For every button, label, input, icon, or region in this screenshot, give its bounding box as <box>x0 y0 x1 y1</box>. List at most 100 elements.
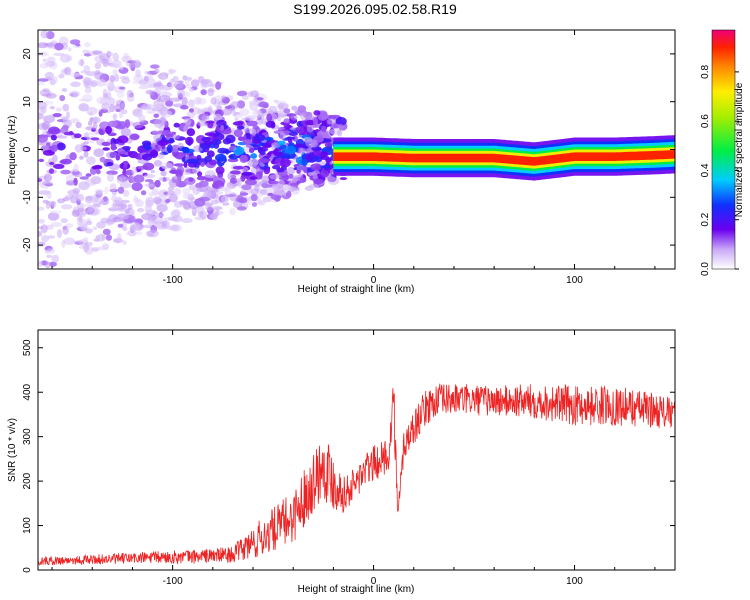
colorbar-ticks: 0.0 0.2 0.4 0.6 0.8 <box>700 64 739 276</box>
spectrogram-blob <box>187 193 195 202</box>
spectrogram-blob <box>45 92 57 99</box>
spectrogram-blob <box>57 198 66 204</box>
spectrogram-blob <box>38 101 48 110</box>
spectrogram-blob <box>140 190 147 196</box>
spectrogram-blob <box>150 169 156 174</box>
spectrogram-blob <box>313 110 321 116</box>
spectrogram-blob <box>185 136 194 146</box>
spectrogram-blob <box>71 209 80 217</box>
spectrogram-blob <box>53 76 58 84</box>
spectrogram-blob <box>298 172 304 179</box>
spectrogram-blob <box>119 65 124 70</box>
spectrogram-blob <box>196 187 208 192</box>
spectrogram-blob <box>91 165 103 170</box>
spectrogram-blob <box>82 49 90 54</box>
spectrogram-blob <box>40 141 53 148</box>
spectrogram-blob <box>147 219 158 226</box>
spectrogram-blob <box>143 174 156 179</box>
spectrogram-blob <box>252 109 263 118</box>
spectrogram-blob <box>160 170 167 177</box>
spectrogram-blob <box>270 194 282 200</box>
spectrogram-blob <box>106 151 118 159</box>
spectrogram-blob <box>294 108 299 114</box>
spectrogram-blob <box>78 103 89 112</box>
spectrogram-blob <box>217 147 228 154</box>
spectrogram-blob <box>41 235 50 242</box>
spectrogram-blob <box>262 196 273 203</box>
spectrogram-blob <box>56 135 68 139</box>
spectrogram-blob <box>83 141 89 145</box>
spectrogram-blob <box>154 179 161 188</box>
spectrogram-blob <box>146 216 158 221</box>
spectrogram-blob <box>85 173 92 177</box>
spectrogram-blob <box>200 162 205 167</box>
spectrogram-blob <box>201 137 211 142</box>
spectrogram-blob <box>40 30 49 39</box>
spectrogram-blob <box>275 113 287 118</box>
spectrogram-blob <box>120 199 130 204</box>
spectrogram-blob <box>186 158 199 164</box>
spectrogram-blob <box>246 120 258 127</box>
spectrogram-blob <box>169 97 181 102</box>
spectrogram-blob <box>83 132 90 139</box>
spectrogram-blob <box>243 128 255 134</box>
spectrogram-blob <box>177 175 182 183</box>
spectrogram-blob <box>141 140 152 146</box>
spectrogram-blob <box>63 131 75 136</box>
spectrogram-blob <box>172 135 181 140</box>
spectrogram-blob <box>54 42 64 51</box>
spectrogram-blob <box>327 176 336 183</box>
spectrogram-blob <box>70 81 81 88</box>
spectrogram-blob <box>56 229 63 238</box>
spectrogram-blob <box>321 138 332 143</box>
spectrogram-blob <box>168 193 178 203</box>
spectrogram-blob <box>154 223 163 227</box>
spectrogram-blob <box>46 190 52 200</box>
spectrogram-y-ticks: -20 -10 0 10 20 <box>22 48 675 252</box>
spectrogram-blob <box>38 134 48 143</box>
spectrogram-blob <box>153 160 163 167</box>
spectrogram-blob <box>146 84 154 88</box>
spectrogram-blob <box>151 130 158 135</box>
spectrogram-blob <box>338 123 344 130</box>
spectrogram-blob <box>240 192 249 196</box>
spectrogram-blob <box>205 120 215 124</box>
spectrogram-blob <box>324 142 332 148</box>
spectrogram-blob <box>49 161 55 166</box>
spectrogram-blob <box>75 43 81 47</box>
spectrogram-blob <box>171 131 176 135</box>
colorbar-label: Normalized spectral amplitude <box>734 82 745 217</box>
colorbar: 0.0 0.2 0.4 0.6 0.8 Normalized spectral ampl… <box>700 29 745 276</box>
spectrogram-blob <box>269 174 281 180</box>
spectrogram-blob <box>115 154 121 161</box>
spectrogram-blob <box>56 142 66 151</box>
spectrogram-blob <box>189 108 194 113</box>
spectrogram-blob <box>242 138 253 145</box>
spectrogram-blob <box>167 216 178 221</box>
spectrogram-blob <box>215 208 220 217</box>
spectrogram-blob <box>80 70 87 74</box>
spectrogram-blob <box>325 157 332 163</box>
spectrogram-blob <box>228 145 237 151</box>
spectrogram-blob <box>232 121 244 126</box>
spectrogram-blob <box>153 196 162 205</box>
spectrogram-blob <box>70 118 80 124</box>
spectrogram-blob <box>79 155 84 160</box>
spectrogram-blob <box>60 158 72 165</box>
spectrogram-blob <box>232 165 245 170</box>
spectrogram-blob <box>53 52 65 56</box>
spectrogram-blob <box>158 189 169 198</box>
spectrogram-blob <box>239 154 248 163</box>
spectrogram-blob <box>144 183 156 187</box>
spectrogram-blob <box>104 80 114 87</box>
spectrogram-blob <box>277 140 286 145</box>
spectrogram-blob <box>306 124 314 133</box>
spectrogram-blob <box>86 156 96 165</box>
spectrogram-blob <box>38 81 45 86</box>
spectrogram-blob <box>166 225 174 231</box>
spectrogram-blob <box>256 97 264 101</box>
spectrogram-blob <box>312 174 318 180</box>
spectrogram-blob <box>239 108 250 116</box>
spectrogram-blob <box>134 199 144 208</box>
